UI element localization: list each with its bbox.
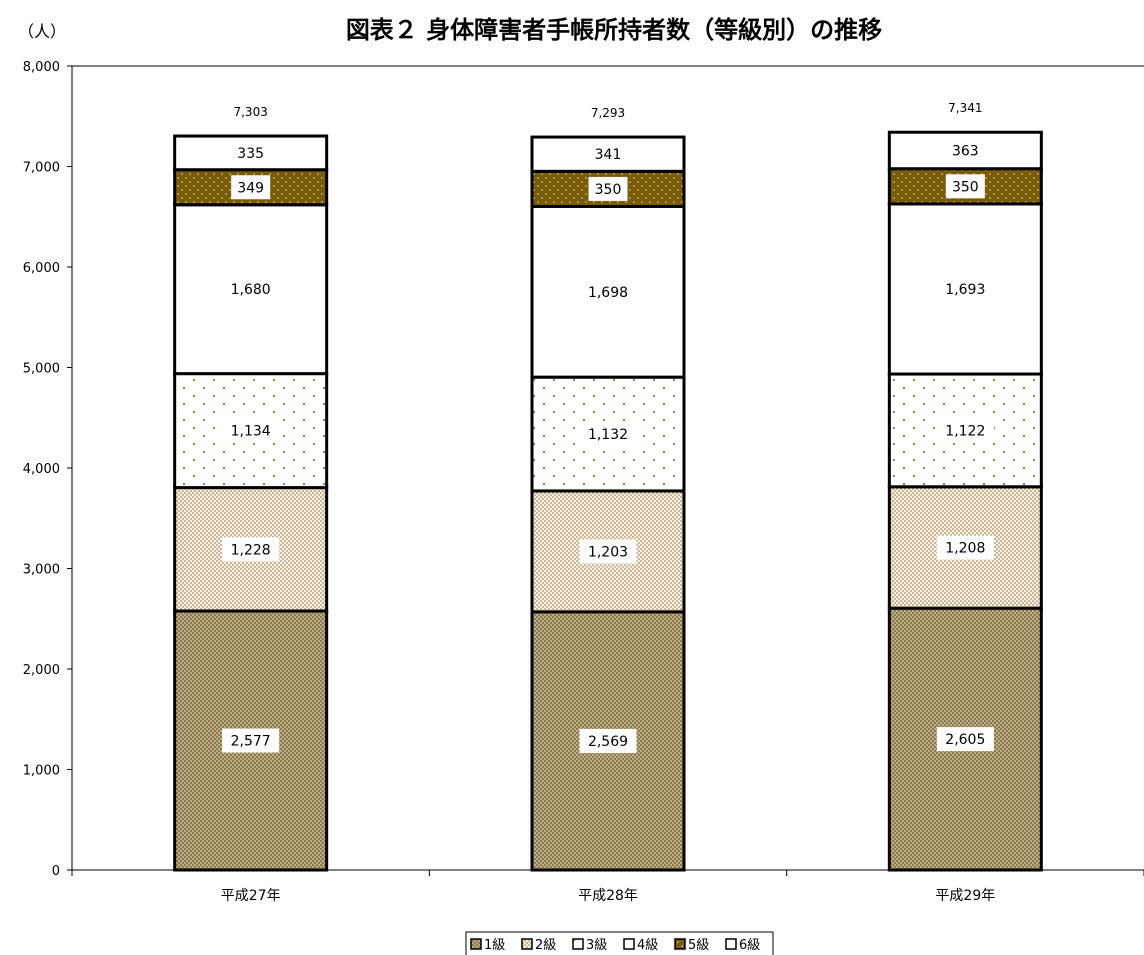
- category-labels: 平成27年 平成28年 平成29年: [221, 888, 995, 904]
- y-tick-label: 6,000: [23, 261, 60, 276]
- y-tick-label: 4,000: [23, 462, 60, 477]
- chart-title: 図表２ 身体障害者手帳所持者数（等級別）の推移: [346, 16, 882, 44]
- data-label: 350: [595, 182, 622, 198]
- y-tick-label: 2,000: [23, 663, 60, 678]
- data-label: 2,569: [588, 734, 628, 750]
- x-tick-label: 平成27年: [221, 888, 281, 904]
- data-label-bg: [588, 176, 628, 201]
- data-label: 1,134: [231, 424, 271, 440]
- y-tick-label: 3,000: [23, 563, 60, 578]
- legend-label: 1級: [484, 938, 505, 953]
- y-tick-label: 8,000: [23, 60, 60, 75]
- legend: 1級 2級 3級 4級 5級 6級: [465, 931, 774, 955]
- data-label: 2,577: [231, 734, 271, 750]
- legend-label: 4級: [637, 938, 658, 953]
- data-label-bg: [936, 276, 994, 301]
- data-label: 1,122: [945, 423, 985, 439]
- legend-label: 5級: [688, 938, 709, 953]
- bars-group: [173, 130, 1043, 872]
- data-label: 2,605: [945, 732, 985, 748]
- data-label-bg: [936, 418, 994, 443]
- total-label: 7,303: [233, 105, 267, 119]
- data-label: 1,698: [588, 285, 628, 301]
- legend-swatch-5級: [674, 938, 686, 950]
- data-label: 1,208: [945, 540, 985, 556]
- data-label-bg: [945, 174, 985, 199]
- data-label-bg: [945, 138, 985, 163]
- total-label: 7,293: [591, 106, 625, 120]
- data-label: 341: [595, 147, 622, 163]
- data-label-bg: [936, 727, 994, 752]
- data-label: 1,132: [588, 427, 628, 443]
- bar-segment-6級: [887, 130, 1043, 171]
- total-label: 7,341: [948, 101, 982, 115]
- x-tick-label: 平成28年: [578, 888, 638, 904]
- data-label: 1,680: [231, 282, 271, 298]
- data-label-bg: [222, 728, 280, 753]
- x-tick-label: 平成29年: [935, 888, 995, 904]
- data-label: 350: [952, 179, 979, 195]
- data-label: 1,693: [945, 282, 985, 298]
- legend-label: 6級: [739, 938, 760, 953]
- y-axis-ticks: 0 1,000 2,000 3,000 4,000 5,000 6,000 7,000 8,00…: [23, 60, 72, 879]
- legend-label: 3級: [586, 938, 607, 953]
- data-label: 1,203: [588, 544, 628, 560]
- data-label-bg: [222, 418, 280, 443]
- data-label-bg: [579, 539, 637, 564]
- data-label: 363: [952, 143, 979, 159]
- data-label: 349: [237, 180, 264, 196]
- legend-swatch-6級: [725, 938, 737, 950]
- data-label-bg: [936, 535, 994, 560]
- data-label: 1,228: [231, 542, 271, 558]
- y-tick-label: 0: [52, 864, 60, 879]
- data-label-bg: [231, 140, 271, 165]
- data-label-bg: [579, 279, 637, 304]
- y-tick-label: 5,000: [23, 362, 60, 377]
- labels-group: 2,577 1,228 1,134 1,680 349 335 7,303 2,569 1,20…: [222, 101, 994, 753]
- y-tick-label: 7,000: [23, 161, 60, 176]
- legend-swatch-3級: [572, 938, 584, 950]
- chart-unit-label: （人）: [18, 22, 66, 41]
- legend-swatch-2級: [521, 938, 533, 950]
- data-label-bg: [588, 142, 628, 167]
- data-label-bg: [579, 728, 637, 753]
- legend-swatch-1級: [470, 938, 482, 950]
- data-label-bg: [231, 175, 271, 200]
- legend-swatch-4級: [623, 938, 635, 950]
- data-label: 335: [237, 146, 264, 162]
- legend-label: 2級: [535, 938, 556, 953]
- legend-box: [465, 931, 774, 955]
- data-label-bg: [579, 422, 637, 447]
- data-label-bg: [222, 277, 280, 302]
- data-label-bg: [222, 537, 280, 562]
- y-tick-label: 1,000: [23, 764, 60, 779]
